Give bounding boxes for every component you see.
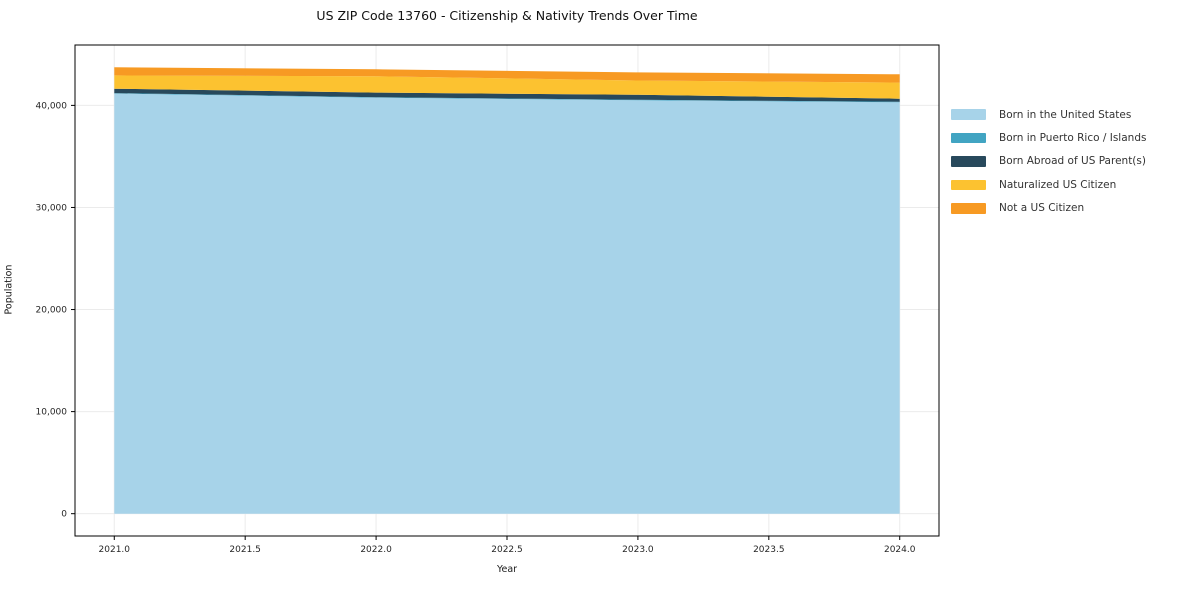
- x-tick-label: 2023.0: [622, 545, 654, 555]
- legend-label: Born Abroad of US Parent(s): [999, 155, 1146, 168]
- legend-swatch-icon: [951, 109, 986, 120]
- y-axis-label: Population: [3, 264, 15, 315]
- y-tick-label: 40,000: [36, 101, 68, 111]
- x-tick-label: 2022.5: [491, 545, 523, 555]
- chart-title: US ZIP Code 13760 - Citizenship & Nativi…: [316, 8, 698, 23]
- legend-label: Naturalized US Citizen: [999, 178, 1117, 191]
- axis-ticks: 2021.0 2021.5 2022.0 2022.5 2023.0 2023.5 2024…: [36, 101, 916, 555]
- legend-label: Not a US Citizen: [999, 202, 1085, 215]
- x-tick-label: 2022.0: [360, 545, 392, 555]
- legend-label: Born in Puerto Rico / Islands: [999, 132, 1147, 145]
- legend-label: Born in the United States: [999, 108, 1132, 121]
- area-not-a-us-citizen: [114, 67, 900, 83]
- x-tick-label: 2021.5: [229, 545, 261, 555]
- legend-swatch-icon: [951, 203, 986, 214]
- y-tick-label: 0: [61, 510, 67, 520]
- x-axis-label: Year: [496, 564, 518, 575]
- area-born-abroad-of-us-parent-s: [114, 88, 900, 102]
- legend-swatch-icon: [951, 156, 986, 167]
- legend-item-born-in-the-united-states: Born in the United States: [951, 103, 1146, 126]
- legend-swatch-icon: [951, 179, 986, 191]
- stacked-areas: [114, 67, 900, 514]
- y-tick-label: 30,000: [36, 203, 68, 213]
- legend-item-born-abroad-of-us-parent-s: Born Abroad of US Parent(s): [951, 150, 1146, 173]
- area-born-in-the-united-states: [114, 93, 900, 514]
- legend: Born in the United States Born in Puerto …: [951, 103, 1146, 220]
- y-tick-label: 10,000: [36, 408, 68, 418]
- legend-item-naturalized-us-citizen: Naturalized US Citizen: [951, 173, 1146, 196]
- area-born-in-puerto-rico-islands: [114, 93, 900, 103]
- y-tick-label: 20,000: [36, 306, 68, 316]
- x-tick-label: 2024.0: [884, 545, 916, 555]
- x-tick-label: 2023.5: [753, 545, 785, 555]
- x-tick-label: 2021.0: [99, 545, 131, 555]
- legend-swatch-icon: [951, 132, 986, 144]
- area-naturalized-us-citizen: [114, 75, 900, 99]
- legend-item-not-a-us-citizen: Not a US Citizen: [951, 197, 1146, 220]
- legend-item-born-in-puerto-rico-islands: Born in Puerto Rico / Islands: [951, 126, 1146, 149]
